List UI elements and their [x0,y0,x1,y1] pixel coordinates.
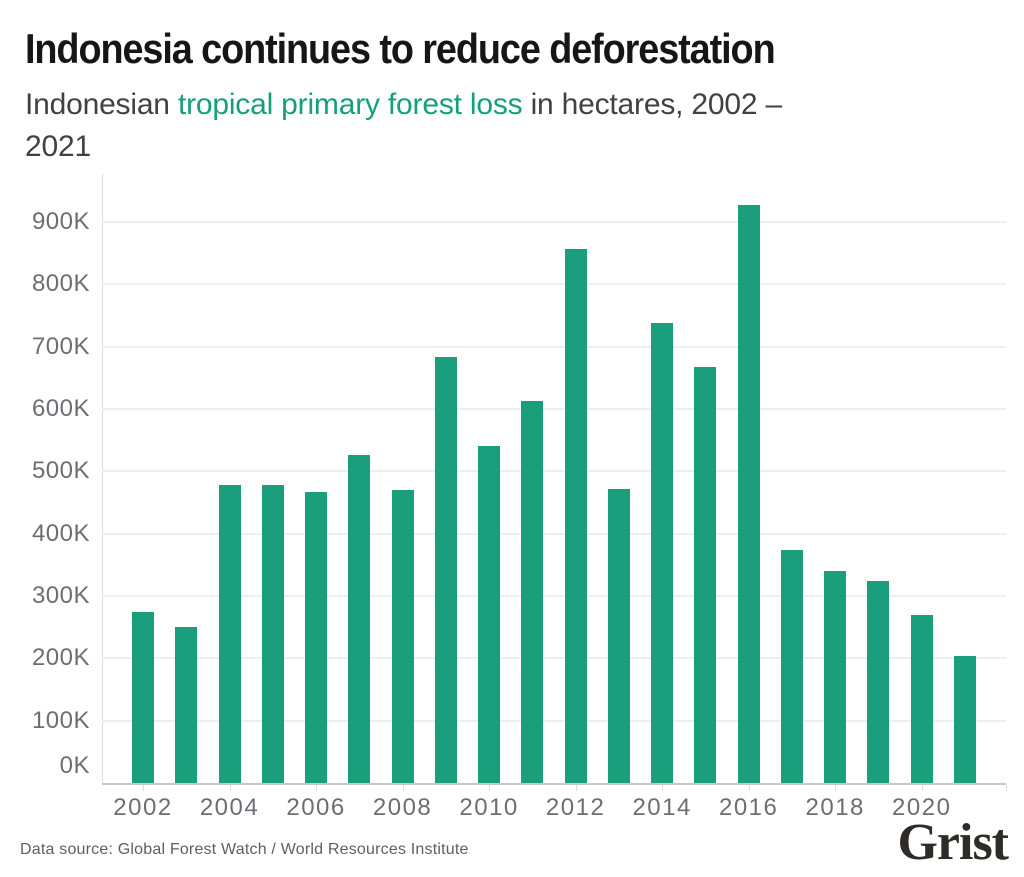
bar-2007 [348,455,371,783]
x-axis-tick-2008 [402,785,404,791]
page-title: Indonesia continues to reduce deforestat… [25,25,776,72]
x-axis-label-2018: 2018 [805,794,865,821]
bar-2013 [607,488,630,783]
gridline-500K [102,470,1006,473]
bar-2015 [694,367,717,783]
gridline-800K [102,283,1006,286]
x-axis-label-2002: 2002 [113,794,173,821]
x-axis-tick-2014 [662,785,664,791]
y-axis-label-200K: 200K [31,644,90,672]
x-axis-label-2014: 2014 [632,794,692,821]
bar-2018 [824,571,847,783]
bar-2021 [954,656,976,783]
subtitle-suffix: in hectares, 2002 – [522,88,783,121]
y-axis-line [102,174,103,783]
bar-2011 [521,400,544,783]
y-axis-label-700K: 700K [31,332,90,360]
x-axis-label-2004: 2004 [199,794,260,821]
x-axis-tick-2018 [835,785,837,791]
x-axis-tick-2016 [748,785,750,791]
data-source: Data source: Global Forest Watch / World… [20,841,469,858]
bar-2019 [867,581,890,783]
bar-2014 [651,322,674,783]
x-axis-tick-2020 [921,785,923,791]
bar-2020 [910,614,933,783]
chart-subtitle: Indonesian tropical primary forest loss … [25,84,985,168]
y-axis-label-600K: 600K [31,394,90,422]
bar-2012 [564,249,587,783]
y-axis-label-300K: 300K [31,581,90,609]
gridline-100K [102,719,1006,722]
bar-2009 [434,356,457,783]
x-axis-label-2006: 2006 [286,794,346,821]
plot-area: 2002 2004 2006 2008 2010 2012 2014 2016 2018 2020 [102,174,1007,821]
bar-2002 [132,612,154,783]
grist-logo: Grist [897,814,1009,871]
bar-2010 [478,446,501,783]
bar-2008 [391,490,414,783]
x-axis-line [102,783,1006,785]
gridline-200K [102,657,1006,660]
x-axis-tick-2006 [316,785,318,791]
gridline-700K [102,345,1006,348]
gridline-900K [102,220,1006,223]
x-axis-label-2010: 2010 [459,794,519,821]
x-axis-label-2016: 2016 [718,794,779,821]
x-axis-tick-2012 [575,785,577,791]
bar-2016 [737,204,760,783]
gridline-600K [102,407,1006,410]
y-axis-label-400K: 400K [31,519,90,547]
bar-2004 [218,485,241,783]
bar-2003 [175,627,198,783]
x-axis-label-2020: 2020 [892,794,952,821]
x-axis-label-2008: 2008 [372,794,433,821]
y-axis-label-100K: 100K [31,706,90,734]
x-axis-tick-end [1006,785,1007,791]
gridline-300K [102,594,1006,597]
x-axis-tick-2004 [229,785,231,791]
x-axis-tick-2010 [489,785,491,791]
x-axis-tick-2002 [143,785,144,791]
bar-2006 [305,491,328,783]
y-axis-label-800K: 800K [31,270,90,298]
bar-2005 [261,485,284,783]
bar-2017 [780,549,803,783]
subtitle-highlight: tropical primary forest loss [177,88,523,121]
y-axis-label-900K: 900K [31,207,90,235]
y-axis-label-0K: 0K [59,752,90,779]
x-axis-label-2012: 2012 [545,794,606,821]
subtitle-prefix: Indonesian [25,88,178,121]
gridline-400K [102,532,1006,535]
y-axis-label-500K: 500K [31,457,90,485]
subtitle-line2: 2021 [25,130,91,163]
